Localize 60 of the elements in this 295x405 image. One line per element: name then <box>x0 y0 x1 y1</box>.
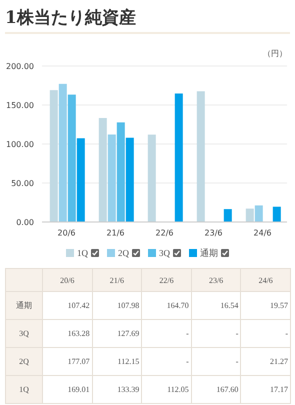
data-label: 19.57 <box>240 292 290 320</box>
legend-label: 2Q <box>118 248 129 258</box>
category-label: 23/6 <box>208 276 224 284</box>
text: 1Q <box>19 385 29 394</box>
bar <box>224 209 232 222</box>
data-label: 177.07 <box>42 348 92 376</box>
bar <box>148 134 156 222</box>
bar <box>272 206 281 222</box>
data-label: 169.01 <box>42 376 92 404</box>
category-label: 24/6 <box>258 276 273 284</box>
data-label: 112.15 <box>92 348 142 376</box>
data-label: 17.17 <box>240 376 290 404</box>
y-tick-label: 150.00 <box>6 100 34 110</box>
bar <box>108 134 116 222</box>
data-label: 112.05 <box>142 376 192 404</box>
bar <box>50 90 58 222</box>
data-label: 133.39 <box>92 376 142 404</box>
bar <box>68 94 76 222</box>
data-label: 16.54 <box>191 292 241 320</box>
y-tick-label: 50.00 <box>11 178 34 188</box>
data-label: 164.70 <box>142 292 192 320</box>
legend-label: 3Q <box>159 248 170 258</box>
x-tick-label: 22/6 <box>156 228 174 238</box>
y-tick-label: 100.00 <box>6 140 34 149</box>
bar <box>116 122 125 222</box>
data-label: 163.28 <box>42 320 92 348</box>
category-label: 22/6 <box>159 276 174 284</box>
text: - <box>236 329 238 338</box>
legend-label: 通期 <box>200 246 218 260</box>
y-axis-title: （円） <box>262 48 288 58</box>
y-tick-label: 0.00 <box>16 218 34 227</box>
bar <box>58 84 67 222</box>
data-label: 107.42 <box>42 292 92 320</box>
data-label: 127.69 <box>92 320 142 348</box>
text: - <box>236 357 238 366</box>
x-tick-label: 21/6 <box>106 228 124 238</box>
legend-label: 1Q <box>77 248 88 258</box>
y-tick-label: 200.00 <box>6 62 34 71</box>
text: 3Q <box>19 329 29 338</box>
text: 通期 <box>16 301 32 310</box>
text: - <box>186 329 189 338</box>
chart-title: 1株当たり純資産 <box>4 7 137 30</box>
bar <box>98 118 107 222</box>
data-label: 167.60 <box>191 376 241 404</box>
bar <box>174 94 183 222</box>
bar <box>246 208 254 222</box>
x-tick-label: 24/6 <box>254 228 272 238</box>
data-label: 21.27 <box>240 348 290 376</box>
text: - <box>285 329 288 338</box>
category-label: 21/6 <box>110 276 124 284</box>
text: - <box>186 357 189 366</box>
data-label: 107.98 <box>92 292 142 320</box>
x-tick-label: 20/6 <box>58 228 76 238</box>
x-tick-label: 23/6 <box>204 228 222 238</box>
bar <box>126 138 134 222</box>
bar <box>196 91 205 222</box>
category-label: 20/6 <box>60 276 74 284</box>
bar <box>254 205 263 222</box>
text: 2Q <box>19 357 29 366</box>
bar <box>76 138 85 222</box>
